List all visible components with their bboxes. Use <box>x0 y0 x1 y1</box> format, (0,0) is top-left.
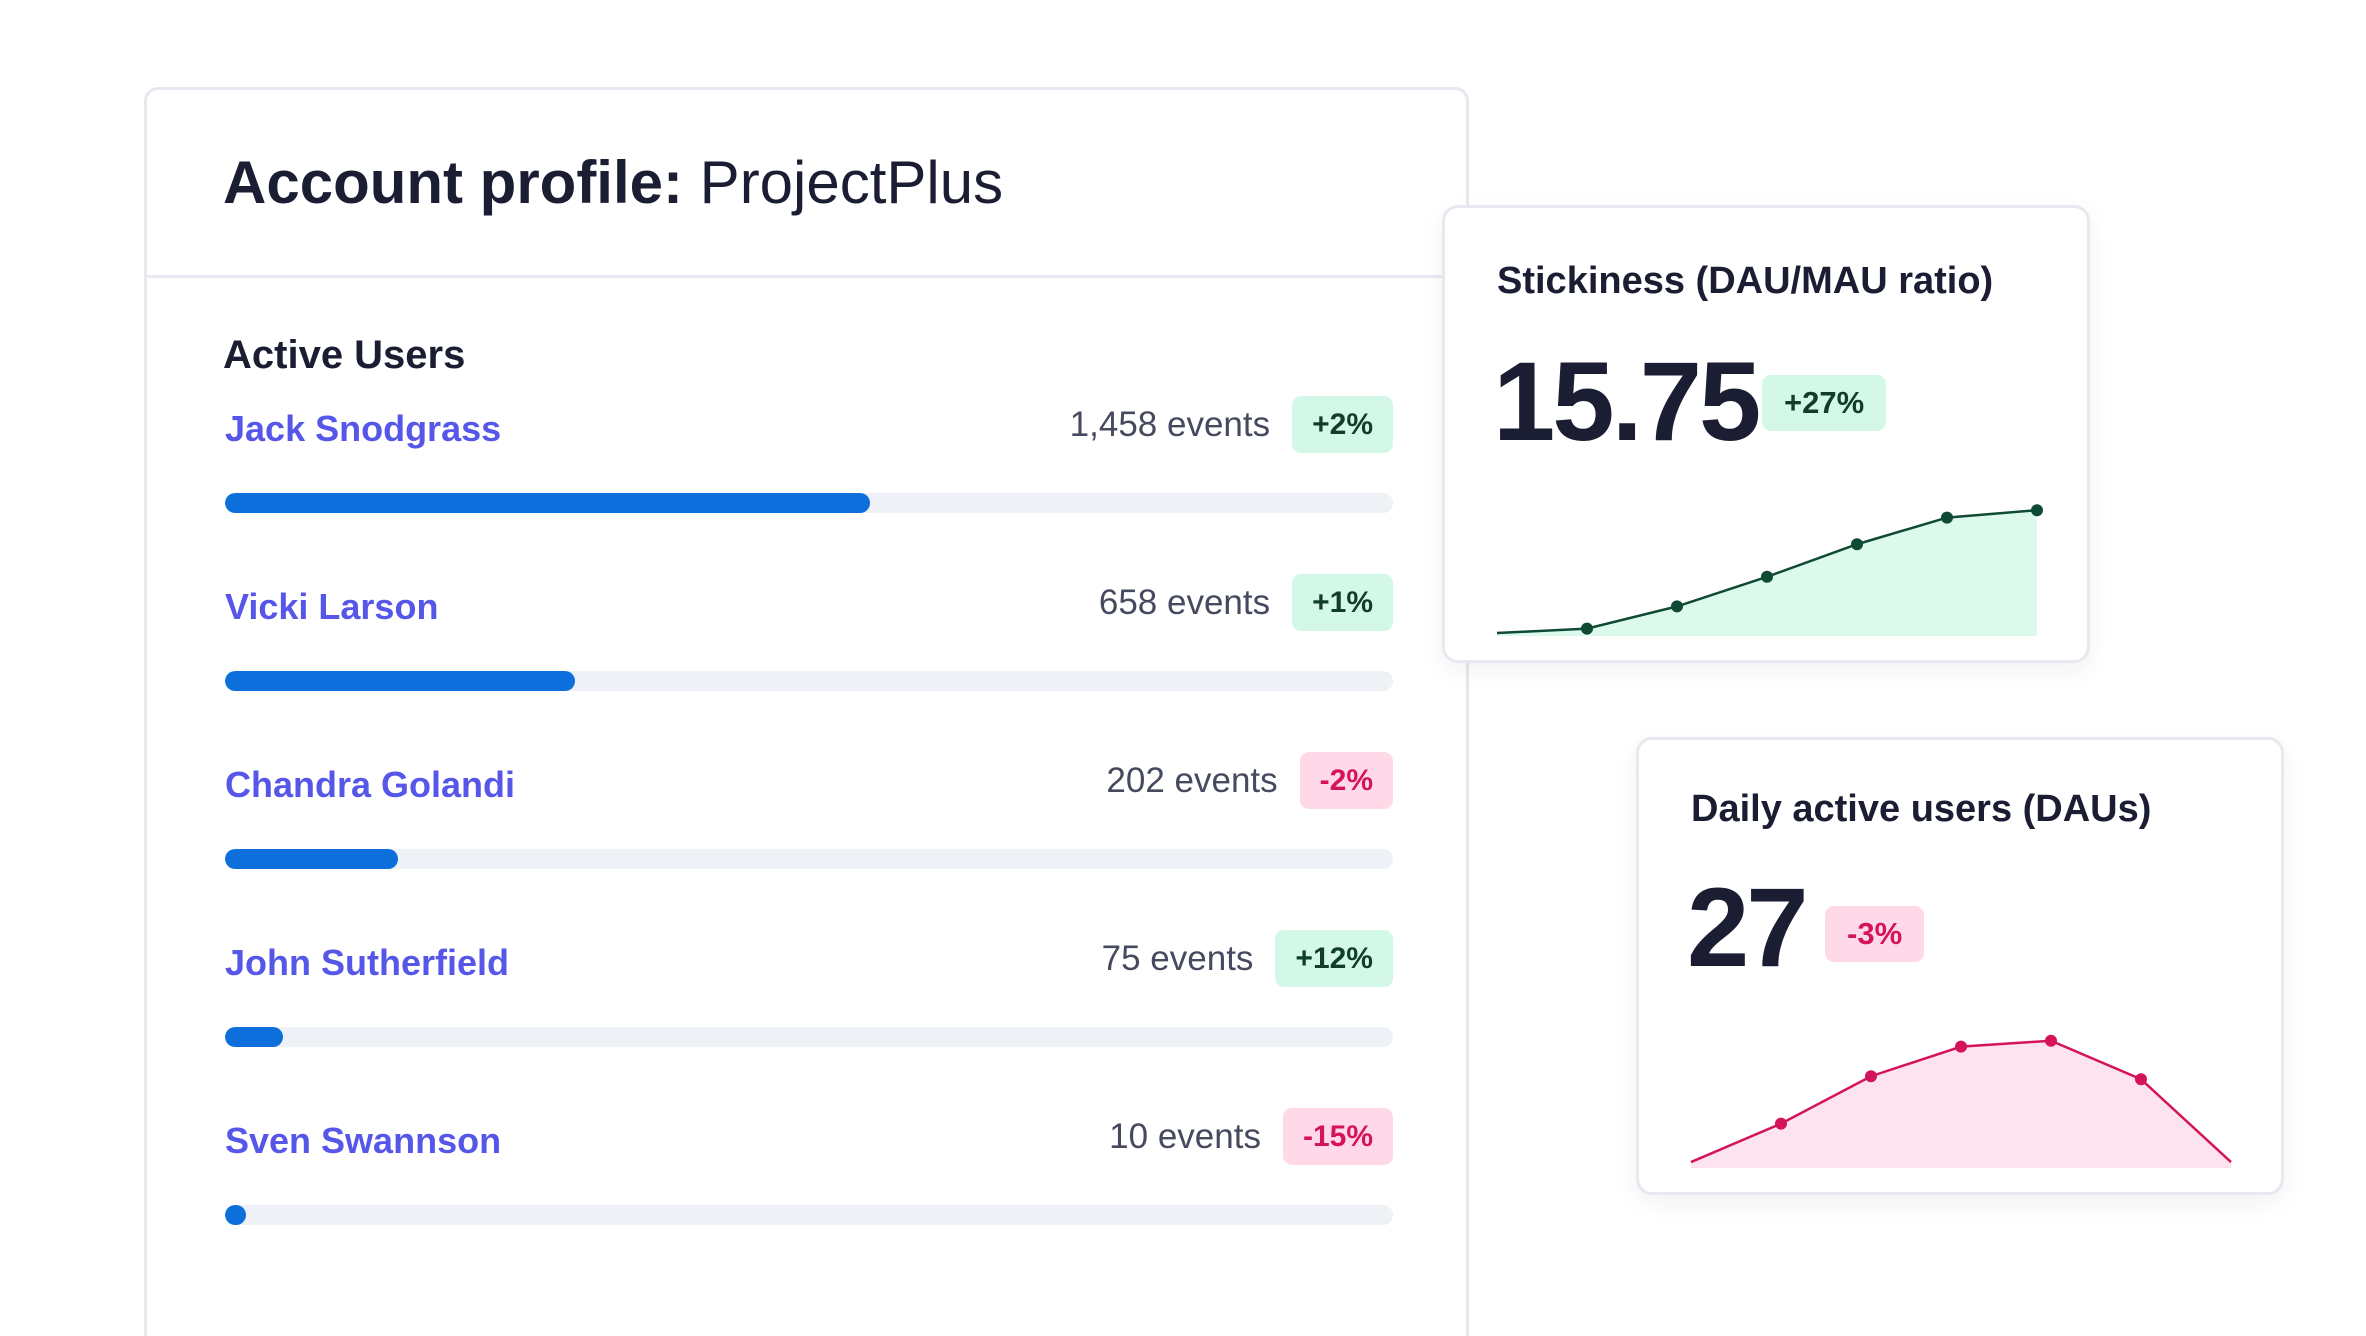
dau-chart-point <box>1955 1040 1967 1053</box>
user-name-link[interactable]: Jack Snodgrass <box>225 408 502 449</box>
stickiness-chart-point <box>2031 504 2043 517</box>
user-event-count: 1,458 events <box>1069 404 1271 444</box>
user-row: John Sutherfield 75 events +12% <box>225 930 1393 1062</box>
user-activity-bar-fill <box>225 1205 247 1225</box>
dau-card: Daily active users (DAUs) 27 -3% <box>1636 737 2284 1195</box>
dau-value: 27 <box>1687 865 1809 990</box>
stickiness-chart-point <box>1941 511 1953 524</box>
dau-title: Daily active users (DAUs) <box>1691 788 2152 830</box>
user-name-link[interactable]: Chandra Golandi <box>225 764 516 805</box>
user-event-count: 202 events <box>1106 760 1278 800</box>
page-title-prefix: Account profile: <box>223 149 683 216</box>
dau-chart-point <box>2045 1034 2057 1047</box>
user-stats: 1,458 events +2% <box>1070 396 1393 453</box>
dau-change-badge: -3% <box>1825 906 1925 962</box>
account-header: Account profile: ProjectPlus <box>147 90 1466 278</box>
stickiness-title: Stickiness (DAU/MAU ratio) <box>1497 260 1994 302</box>
dau-chart-point <box>1865 1070 1877 1083</box>
stickiness-chart-point <box>1581 622 1593 635</box>
user-activity-bar <box>225 671 1393 691</box>
user-stats: 658 events +1% <box>1099 574 1393 631</box>
stickiness-chart-point <box>1671 600 1683 613</box>
user-activity-bar <box>225 1027 1393 1047</box>
user-stats: 75 events +12% <box>1102 930 1393 987</box>
user-activity-bar-fill <box>225 1027 284 1047</box>
stickiness-card: Stickiness (DAU/MAU ratio) 15.75 +27% <box>1442 205 2090 663</box>
dau-chart <box>1690 1034 2232 1168</box>
user-name-link[interactable]: Sven Swannson <box>225 1120 502 1161</box>
user-activity-bar <box>225 1205 1393 1225</box>
account-name: ProjectPlus <box>699 149 1004 216</box>
user-activity-bar <box>225 493 1393 513</box>
user-activity-bar-fill <box>225 849 398 869</box>
user-activity-bar <box>225 849 1393 869</box>
account-profile-card: Account profile: ProjectPlus Active User… <box>144 87 1469 1336</box>
user-change-badge: +1% <box>1292 574 1393 631</box>
user-row: Chandra Golandi 202 events -2% <box>225 752 1393 884</box>
user-change-badge: +2% <box>1292 396 1393 453</box>
user-change-badge: -2% <box>1299 752 1393 809</box>
stickiness-change-badge: +27% <box>1762 375 1887 431</box>
dau-chart-point <box>1775 1117 1787 1130</box>
user-row: Sven Swannson 10 events -15% <box>225 1108 1393 1240</box>
user-row: Vicki Larson 658 events +1% <box>225 574 1393 706</box>
stickiness-chart-point <box>1851 538 1863 551</box>
user-name-link[interactable]: Vicki Larson <box>225 586 439 627</box>
user-activity-bar-fill <box>225 493 870 513</box>
dau-chart-point <box>2135 1073 2147 1086</box>
dau-chart-area <box>1691 1040 2231 1168</box>
user-event-count: 658 events <box>1098 582 1271 622</box>
active-users-heading: Active Users <box>223 333 466 377</box>
user-change-badge: +12% <box>1275 930 1393 987</box>
stickiness-chart-area <box>1497 510 2037 636</box>
stickiness-chart-point <box>1761 570 1773 583</box>
user-row: Jack Snodgrass 1,458 events +2% <box>225 396 1393 528</box>
stickiness-chart <box>1496 504 2043 636</box>
user-event-count: 10 events <box>1109 1116 1261 1156</box>
user-name-link[interactable]: John Sutherfield <box>225 942 510 983</box>
user-change-badge: -15% <box>1282 1108 1393 1165</box>
user-stats: 10 events -15% <box>1109 1108 1393 1165</box>
page-title: Account profile: ProjectPlus <box>223 148 1466 217</box>
user-activity-bar-fill <box>225 671 576 691</box>
user-event-count: 75 events <box>1101 938 1254 978</box>
user-stats: 202 events -2% <box>1106 752 1393 809</box>
stickiness-value: 15.75 <box>1493 339 1761 464</box>
